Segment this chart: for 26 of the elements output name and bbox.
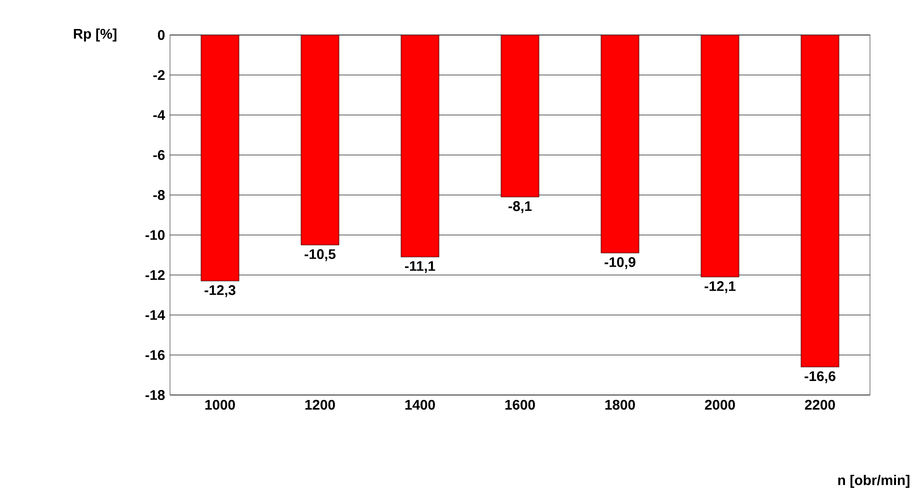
x-tick-label: 1600 xyxy=(505,400,535,410)
data-label: -10,9 xyxy=(604,257,636,270)
data-label: -12,3 xyxy=(204,285,236,298)
x-tick-label: 2000 xyxy=(704,400,735,410)
x-tick-label: 2200 xyxy=(804,400,835,410)
data-label: -12,1 xyxy=(704,281,736,294)
y-tick-label: -12 xyxy=(146,270,165,280)
x-tick-label: 1200 xyxy=(305,400,335,410)
y-tick-label: -18 xyxy=(146,390,165,400)
data-label: -10,5 xyxy=(304,249,336,262)
y-tick-label: -10 xyxy=(146,230,165,240)
y-tick-label: -6 xyxy=(153,150,165,160)
x-tick-label: 1400 xyxy=(405,400,435,410)
y-tick-label: -14 xyxy=(146,310,166,320)
x-axis-title: n [obr/min] xyxy=(838,474,910,488)
data-label: -16,6 xyxy=(804,371,836,384)
y-tick-label: 0 xyxy=(158,30,165,40)
data-label: -8,1 xyxy=(508,201,532,214)
x-tick-label: 1800 xyxy=(605,400,635,410)
y-axis-title: Rp [%] xyxy=(74,28,116,42)
y-tick-label: -4 xyxy=(153,110,166,120)
y-tick-label: -8 xyxy=(153,190,165,200)
data-label: -11,1 xyxy=(405,261,436,273)
x-tick-label: 1000 xyxy=(205,400,235,410)
y-tick-label: -2 xyxy=(153,70,165,80)
y-tick-label: -16 xyxy=(146,350,165,360)
